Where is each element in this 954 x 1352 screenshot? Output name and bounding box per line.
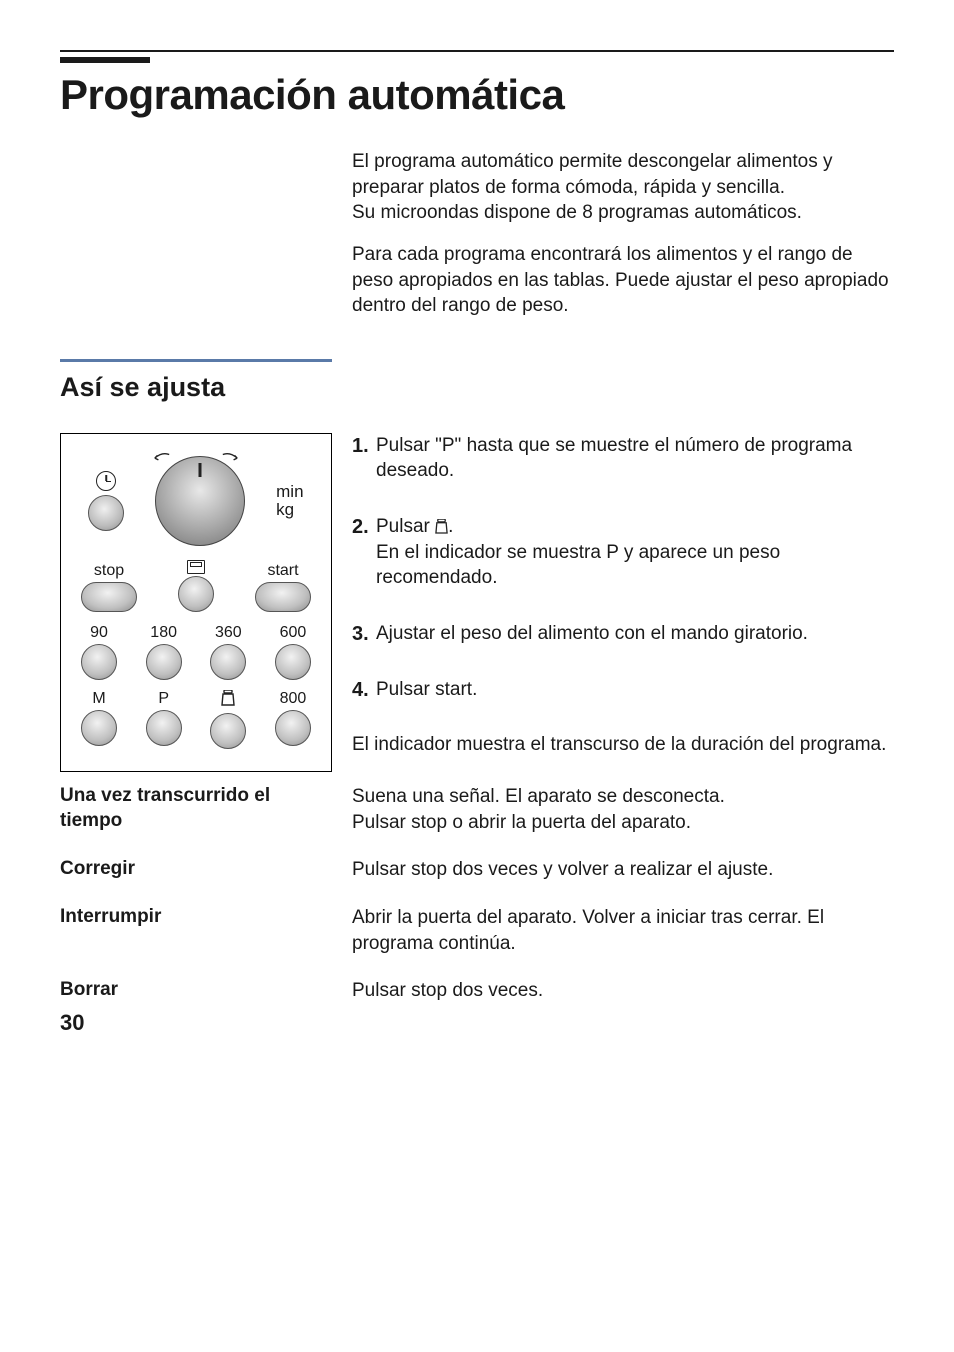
mode-p-label: P — [158, 690, 169, 708]
step-4: Pulsar start. — [352, 677, 894, 703]
main-dial — [155, 456, 245, 546]
power-row: 90 180 360 600 — [73, 624, 319, 680]
kv-v1b: Pulsar stop o abrir la puerta del aparat… — [352, 812, 691, 833]
weight-icon — [221, 690, 235, 706]
unit-min: min — [276, 483, 303, 501]
power-180-label: 180 — [150, 624, 177, 642]
mode-m-label: M — [92, 690, 105, 708]
step-1-text: Pulsar "P" hasta que se muestre el númer… — [376, 435, 852, 482]
step-1: Pulsar "P" hasta que se muestre el númer… — [352, 433, 894, 484]
intro-p1b-text: Su microondas dispone de 8 programas aut… — [352, 202, 802, 223]
mode-p-button — [146, 710, 182, 746]
step-2: Pulsar . En el indicador se muestra P y … — [352, 514, 894, 591]
section-rule — [60, 359, 332, 362]
power-600-button — [275, 644, 311, 680]
page-number: 30 — [60, 1010, 84, 1036]
intro-block: El programa automático permite descongel… — [352, 149, 894, 319]
stop-label: stop — [94, 562, 124, 580]
step-2-text-a: Pulsar — [376, 516, 435, 537]
door-icon — [187, 560, 205, 574]
kv-label-borrar: Borrar — [60, 978, 332, 1004]
power-90-button — [81, 644, 117, 680]
intro-p1: El programa automático permite descongel… — [352, 149, 894, 226]
steps-list: Pulsar "P" hasta que se muestre el númer… — [352, 433, 894, 702]
steps-note: El indicador muestra el transcurso de la… — [352, 732, 894, 758]
kv-val-tiempo: Suena una señal. El aparato se desconect… — [352, 784, 894, 835]
power-600-label: 600 — [280, 624, 307, 642]
clock-dial — [88, 495, 124, 531]
step-2-text-b: . — [448, 516, 453, 537]
start-button-group: start — [255, 562, 311, 612]
power-180-button — [146, 644, 182, 680]
kv-val-borrar: Pulsar stop dos veces. — [352, 978, 894, 1004]
arrow-left-icon — [153, 452, 171, 466]
step-4-text: Pulsar start. — [376, 679, 477, 700]
mode-800-label: 800 — [280, 690, 307, 708]
step-3: Ajustar el peso del alimento con el mand… — [352, 621, 894, 647]
power-90-label: 90 — [90, 624, 108, 642]
door-button-group — [178, 560, 214, 612]
step-3-text: Ajustar el peso del alimento con el mand… — [376, 623, 808, 644]
control-panel-illustration: min kg stop start — [60, 433, 332, 772]
door-button — [178, 576, 214, 612]
unit-kg: kg — [276, 501, 303, 519]
power-360-label: 360 — [215, 624, 242, 642]
intro-p1-text: El programa automático permite descongel… — [352, 151, 833, 198]
page-top-rule-accent — [60, 57, 150, 63]
kv-val-corregir: Pulsar stop dos veces y volver a realiza… — [352, 857, 894, 883]
mode-row: M P 800 — [73, 690, 319, 749]
mode-weight-label — [221, 690, 235, 711]
stop-button — [81, 582, 137, 612]
mode-m-button — [81, 710, 117, 746]
weight-icon — [435, 519, 448, 534]
kv-label-corregir: Corregir — [60, 857, 332, 883]
section-heading: Así se ajusta — [60, 372, 894, 403]
kv-label-tiempo: Una vez transcurrido el tiempo — [60, 784, 332, 835]
page-title: Programación automática — [60, 71, 894, 119]
unit-labels: min kg — [276, 483, 303, 519]
page-top-rule — [60, 50, 894, 52]
clock-icon — [96, 471, 116, 491]
start-button — [255, 582, 311, 612]
mode-weight-button — [210, 713, 246, 749]
intro-p2: Para cada programa encontrará los alimen… — [352, 242, 894, 319]
kv-v1a: Suena una señal. El aparato se desconect… — [352, 786, 725, 807]
kv-val-interrumpir: Abrir la puerta del aparato. Volver a in… — [352, 905, 894, 956]
stop-button-group: stop — [81, 562, 137, 612]
kv-label-interrumpir: Interrumpir — [60, 905, 332, 956]
mode-800-button — [275, 710, 311, 746]
power-360-button — [210, 644, 246, 680]
start-label: start — [267, 562, 298, 580]
clock-dial-group — [88, 471, 124, 531]
step-2-text-c: En el indicador se muestra P y aparece u… — [376, 542, 780, 589]
